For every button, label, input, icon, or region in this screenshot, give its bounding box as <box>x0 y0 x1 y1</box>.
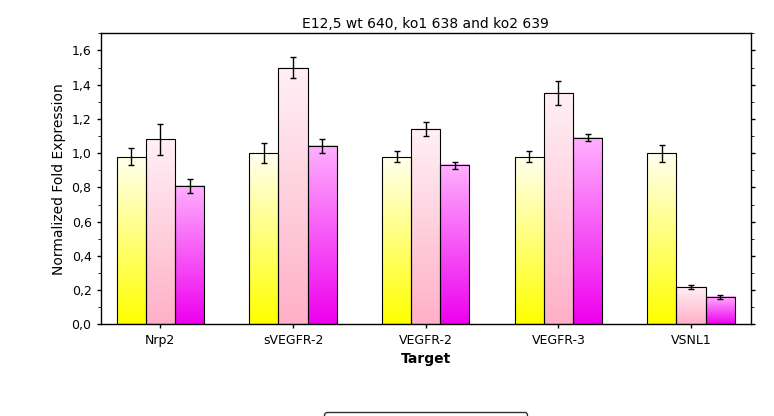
Bar <box>307 146 337 324</box>
Bar <box>573 138 602 324</box>
Bar <box>515 156 544 324</box>
Bar <box>279 67 307 324</box>
Bar <box>175 186 204 324</box>
Bar <box>382 156 411 324</box>
Bar <box>146 139 175 324</box>
X-axis label: Target: Target <box>401 352 450 366</box>
Bar <box>647 153 676 324</box>
Legend: wt, ko1, ko2: wt, ko1, ko2 <box>324 412 527 416</box>
Bar <box>249 153 279 324</box>
Bar <box>544 93 573 324</box>
Y-axis label: Normalized Fold Expression: Normalized Fold Expression <box>52 83 66 275</box>
Bar <box>440 165 470 324</box>
Bar <box>411 129 440 324</box>
Bar <box>706 297 735 324</box>
Bar <box>117 156 146 324</box>
Bar <box>676 287 706 324</box>
Title: E12,5 wt 640, ko1 638 and ko2 639: E12,5 wt 640, ko1 638 and ko2 639 <box>303 17 549 31</box>
